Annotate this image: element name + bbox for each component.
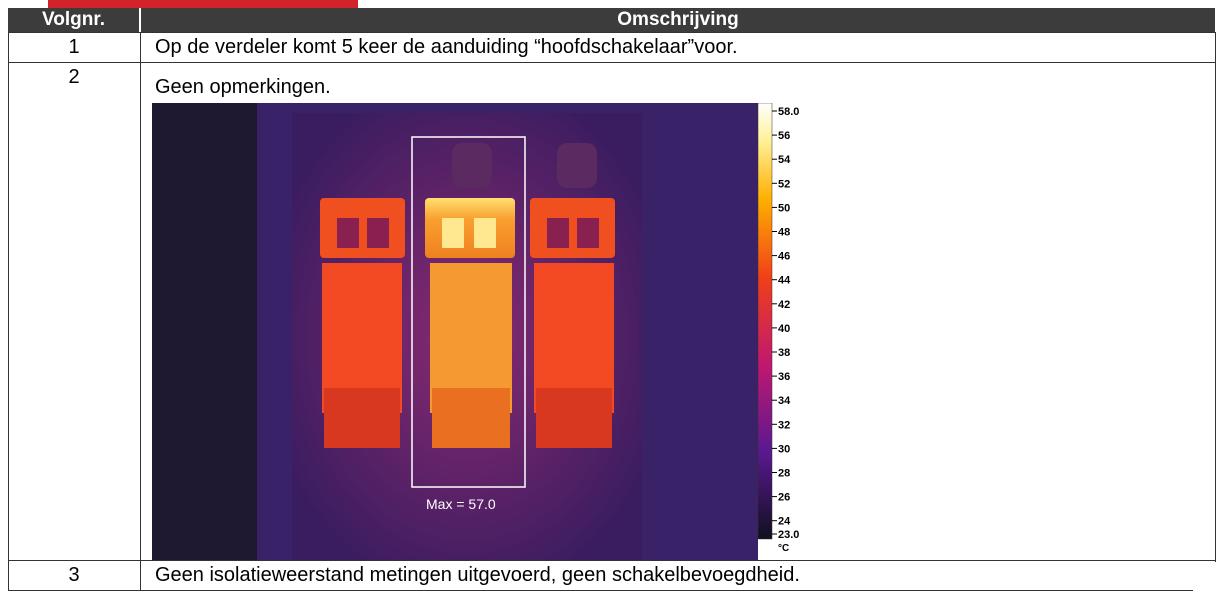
row-number: 2 — [68, 66, 80, 88]
scale-label: 38 — [778, 347, 790, 359]
scale-label: 42 — [778, 299, 790, 311]
measure-box — [411, 136, 526, 488]
row-number: 1 — [68, 36, 80, 58]
scale-label: 30 — [778, 443, 790, 455]
row-text: Geen isolatieweerstand metingen uitgevoe… — [155, 564, 800, 586]
row-border — [8, 62, 1215, 63]
scale-label: 58.0 — [778, 106, 799, 118]
red-tab — [48, 0, 358, 8]
scale-label: 40 — [778, 323, 790, 335]
breaker-right — [530, 143, 615, 448]
col-border — [140, 32, 141, 590]
scale-label: 46 — [778, 251, 790, 263]
row-border — [8, 32, 1215, 33]
scale-label: 54 — [778, 154, 791, 166]
row-text: Op de verdeler komt 5 keer de aanduiding… — [155, 36, 738, 58]
scale-label: 32 — [778, 419, 790, 431]
row-border — [8, 590, 1193, 591]
header-cell: Omschrijving — [141, 8, 1215, 32]
scale-label: 50 — [778, 202, 790, 214]
scale-label: 52 — [778, 178, 790, 190]
col-border — [1215, 32, 1216, 562]
scale-label: 24 — [778, 516, 791, 528]
thermal-image: Max = 57.0 58.0 56 54 52 50 48 46 44 42 40 38 36 34 3… — [152, 103, 799, 560]
header-cell: Volgnr. — [8, 8, 139, 32]
colorbar — [757, 103, 773, 540]
scale-label: 26 — [778, 492, 790, 504]
image-shadow — [152, 103, 257, 560]
annotation: Max = 57.0 — [426, 496, 496, 512]
col-border — [8, 32, 9, 590]
breaker-middle — [425, 143, 515, 448]
row-number: 3 — [68, 564, 80, 586]
scale-label: 34 — [778, 395, 791, 407]
breaker-left — [320, 198, 405, 448]
scale-label: 23.0 — [778, 529, 799, 541]
scale-label: 36 — [778, 371, 790, 383]
scale-unit: °C — [778, 543, 789, 554]
scale-label: 48 — [778, 227, 790, 239]
row-border — [8, 560, 1215, 561]
scale-label: 56 — [778, 130, 790, 142]
scale-label: 28 — [778, 468, 790, 480]
row-text: Geen opmerkingen. — [155, 76, 331, 98]
scale-label: 44 — [778, 275, 791, 287]
